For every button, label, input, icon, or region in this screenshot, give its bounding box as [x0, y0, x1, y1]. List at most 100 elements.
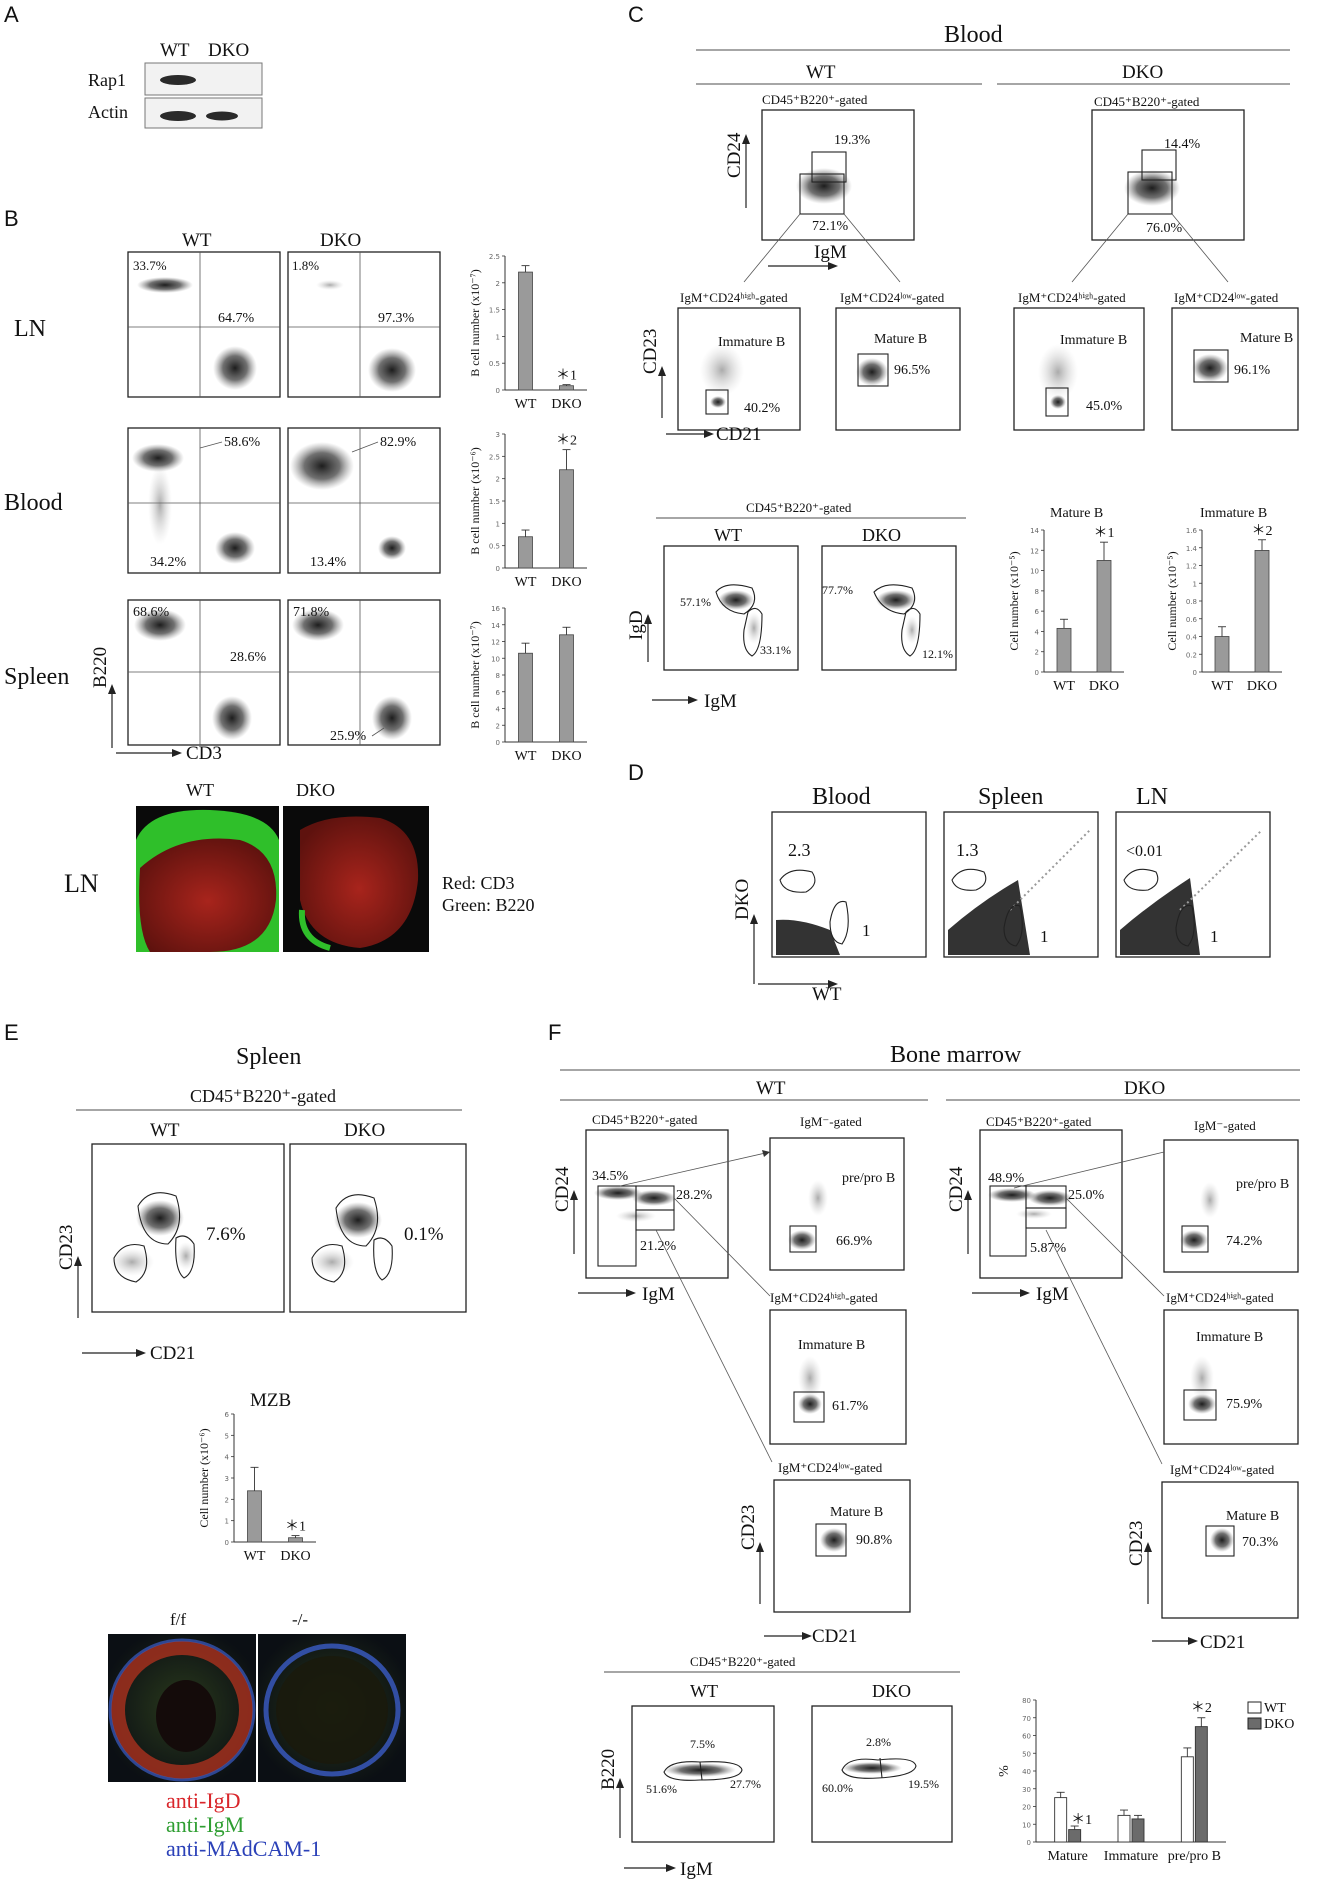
pct-label: 25.0%: [1068, 1188, 1105, 1203]
pct-label: 77.7%: [822, 583, 853, 597]
bar: [559, 634, 574, 743]
x-tick-label: WT: [244, 1549, 266, 1564]
y-axis-label: B cell number (x10⁻⁷): [468, 621, 482, 729]
gate-label: IgM⁺CD24ˡᵒʷ-gated: [1174, 290, 1279, 305]
flow-plot: 68.6% 28.6%: [127, 599, 281, 746]
flow-plot: 2.8% 60.0% 19.5%: [811, 1705, 953, 1843]
panel-f: F Bone marrow WT DKO CD45⁺B220⁺-gated CD…: [548, 1020, 1300, 1880]
stain-igm: anti-IgM: [166, 1812, 244, 1837]
y-tick-label: 1.5: [489, 307, 500, 315]
mature-label: Mature B: [1240, 331, 1293, 346]
bar: [1054, 1797, 1068, 1843]
panel-letter-c: C: [628, 2, 644, 27]
pct-label: 74.2%: [1226, 1234, 1263, 1249]
pct-label: 58.6%: [224, 435, 261, 450]
significance-marker: ＊1: [1071, 1813, 1092, 1828]
gate-label: IgM⁺CD24ˡᵒʷ-gated: [778, 1460, 883, 1475]
gate-label: IgM⁺CD24ʰⁱᵍʰ-gated: [1166, 1290, 1274, 1305]
c-col-dko: DKO: [1122, 62, 1163, 83]
flow-plot: 19.3% 72.1%: [761, 109, 915, 241]
significance-marker: ＊1: [1094, 526, 1115, 541]
legend-dko: DKO: [1264, 1717, 1294, 1732]
y-tick-label: 10: [1022, 1821, 1031, 1829]
bar: [1254, 550, 1270, 673]
y-tick-label: 2: [496, 722, 500, 730]
y-tick-label: 12: [491, 639, 500, 647]
y-tick-label: 14: [491, 622, 500, 630]
x-tick-label: WT: [515, 575, 537, 590]
flow-plot: Immature B 45.0%: [1013, 307, 1145, 431]
y-axis-label: Cell number (x10⁻⁵): [1007, 551, 1021, 650]
flow-plot: 2.3 1: [771, 811, 927, 958]
flow-plot: Mature B 96.5%: [835, 307, 961, 431]
flow-plot: pre/pro B 66.9%: [769, 1137, 905, 1271]
gate-label: IgM⁻-gated: [1194, 1118, 1256, 1133]
x-tick-label: WT: [1211, 679, 1233, 694]
spleen-micrograph-ko: [258, 1634, 406, 1782]
panel-c: C Blood WT DKO CD45⁺B220⁺-gated CD45⁺B22…: [626, 2, 1299, 712]
pct-label: 40.2%: [744, 401, 781, 416]
y-tick-label: 1: [225, 1518, 229, 1526]
bar: [247, 1490, 262, 1543]
pct-label: 19.3%: [834, 133, 871, 148]
bar: [559, 385, 574, 391]
y-tick-label: 16: [491, 605, 500, 613]
image-row-ln: LN: [64, 869, 99, 898]
y-tick-label: 40: [1022, 1768, 1031, 1776]
y-tick-label: 1.4: [1186, 545, 1198, 553]
e-title: Spleen: [236, 1044, 301, 1070]
x-tick-label: DKO: [551, 575, 581, 590]
bar-chart: 0 1 2 3 4 5 6 Cell number (x10⁻⁶) WT DKO ＊1: [197, 1411, 316, 1564]
flow-plot: Immature B 40.2%: [677, 307, 801, 431]
f-xaxis-sub: CD21: [812, 1626, 857, 1647]
b-row-spleen: Spleen: [4, 664, 69, 690]
pct-label: 27.7%: [730, 1777, 761, 1791]
blot-band: [160, 75, 196, 85]
pct-label: 34.5%: [592, 1169, 629, 1184]
western-col-dko: DKO: [208, 40, 249, 61]
y-tick-label: 0: [1035, 669, 1039, 677]
bar-chart: 0 2 4 6 8 10 12 14 16 B cell number (x10⁻⁷) WT DKO: [468, 605, 587, 764]
y-tick-label: 14: [1030, 527, 1039, 535]
e-xaxis: CD21: [150, 1343, 195, 1364]
f-xaxis-bottom: IgM: [680, 1859, 713, 1880]
pct-label: 72.1%: [812, 219, 849, 234]
gate-label: IgM⁺CD24ʰⁱᵍʰ-gated: [680, 290, 788, 305]
y-tick-label: 30: [1022, 1786, 1031, 1794]
significance-marker: ＊1: [285, 1520, 306, 1535]
bar-chart: 0 0.2 0.4 0.6 0.8 1 1.2 1.4 1.6 Cell number (x10⁻…: [1165, 524, 1282, 694]
f-xaxis-main: IgM: [642, 1284, 675, 1305]
y-tick-label: 3: [496, 431, 500, 439]
panel-e: E Spleen CD45⁺B220⁺-gated WT DKO 7.6% 0.…: [4, 1020, 467, 1861]
flow-plot: 58.6% 34.2%: [127, 427, 281, 574]
legend-swatch-dko: [1247, 1717, 1262, 1730]
y-tick-label: 0: [496, 387, 500, 395]
blot-band: [160, 111, 196, 121]
y-tick-label: 2: [225, 1496, 229, 1504]
panel-letter-d: D: [628, 760, 644, 785]
ln-micrograph-wt: [136, 806, 279, 952]
d-yaxis: DKO: [732, 879, 753, 920]
bar: [1068, 1829, 1082, 1843]
prepro-label: pre/pro B: [842, 1171, 895, 1186]
mature-label: Mature B: [1226, 1509, 1279, 1524]
d-xaxis: WT: [812, 984, 842, 1005]
gate-label: IgM⁺CD24ˡᵒʷ-gated: [840, 290, 945, 305]
flow-plot: 71.8% 25.9%: [287, 599, 441, 746]
y-axis-label: %: [997, 1765, 1012, 1777]
image-col-dko: DKO: [296, 780, 335, 800]
pct-label: 33.1%: [760, 643, 791, 657]
x-tick-label: DKO: [551, 397, 581, 412]
legend-wt: WT: [1264, 1701, 1286, 1716]
pct-label: 33.7%: [133, 258, 167, 273]
y-tick-label: 0.5: [489, 543, 500, 551]
gate-label: CD45⁺B220⁺-gated: [690, 1654, 796, 1669]
western-blot-actin: [144, 97, 263, 129]
f-yaxis-main-dko: CD24: [946, 1166, 967, 1212]
y-tick-label: 70: [1022, 1715, 1031, 1723]
y-tick-label: 0.8: [1186, 598, 1197, 606]
y-tick-label: 0: [496, 565, 500, 573]
c-bar-title-mature: Mature B: [1050, 506, 1103, 521]
b-row-ln: LN: [14, 316, 46, 342]
stain-madcam: anti-MAdCAM-1: [166, 1836, 321, 1861]
